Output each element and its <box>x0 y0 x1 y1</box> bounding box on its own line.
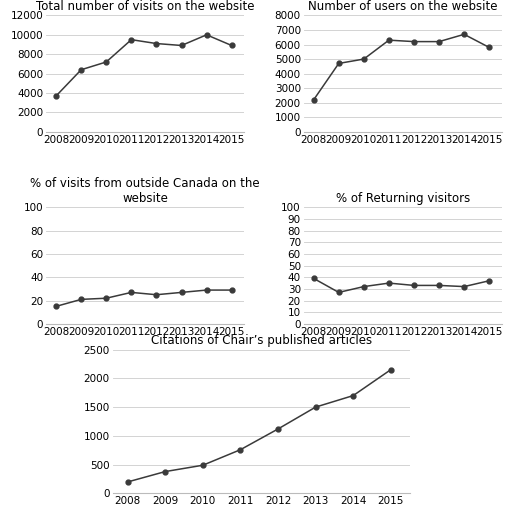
Title: % of visits from outside Canada on the
website: % of visits from outside Canada on the w… <box>30 177 260 205</box>
Title: Citations of Chair’s published articles: Citations of Chair’s published articles <box>151 334 372 347</box>
Title: Total number of visits on the website: Total number of visits on the website <box>36 0 254 13</box>
Title: Number of users on the website: Number of users on the website <box>308 0 498 13</box>
Title: % of Returning visitors: % of Returning visitors <box>335 192 470 205</box>
